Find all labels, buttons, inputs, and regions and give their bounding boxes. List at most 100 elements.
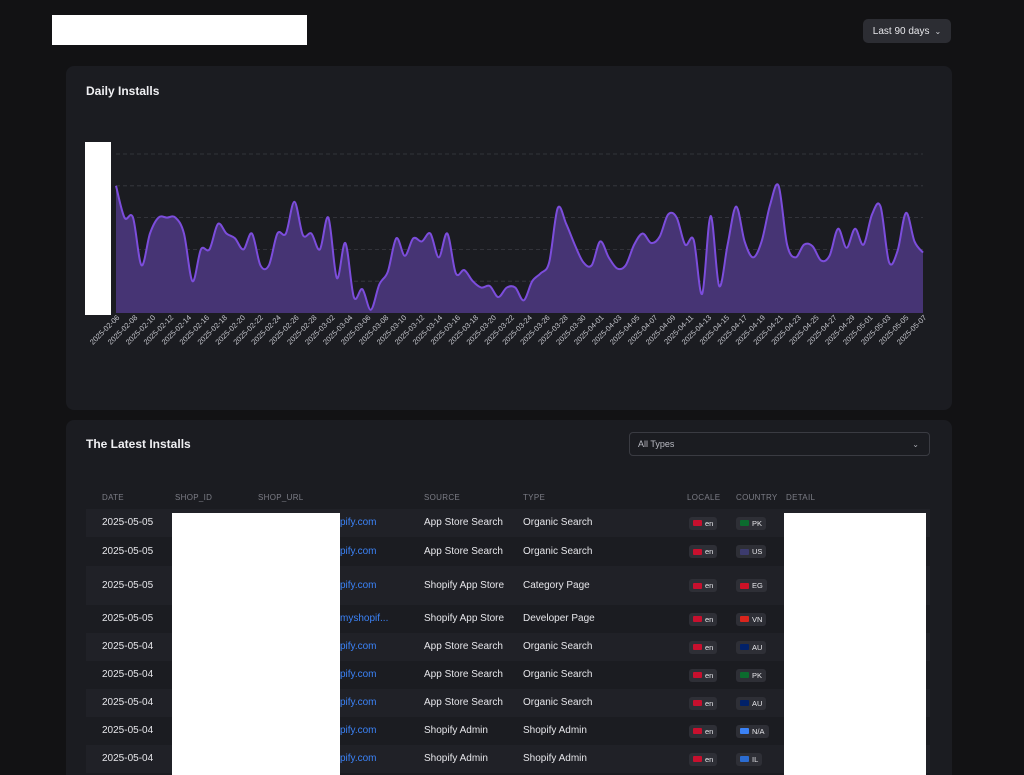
table-title: The Latest Installs <box>86 437 191 451</box>
country-badge: EG <box>736 579 767 592</box>
table-cell-date: 2025-05-05 <box>102 545 154 557</box>
country-badge-label: AU <box>752 642 763 652</box>
country-badge-label: US <box>752 547 763 556</box>
table-cell-shop-url[interactable]: pify.com <box>340 753 377 764</box>
locale-badge: en <box>689 696 718 710</box>
column-header-locale[interactable]: LOCALE <box>687 493 721 502</box>
locale-badge-label: en <box>705 518 714 528</box>
column-header-detail[interactable]: DETAIL <box>786 493 816 502</box>
flag-icon <box>740 548 749 555</box>
redacted-shop-ids <box>172 513 340 775</box>
locale-badge: en <box>689 545 718 558</box>
locale-badge-label: en <box>705 614 714 624</box>
chart-title: Daily Installs <box>86 84 160 98</box>
table-cell-type: Organic Search <box>523 669 593 680</box>
country-badge-label: EG <box>752 581 763 590</box>
table-cell-type: Organic Search <box>523 697 593 708</box>
column-header-country[interactable]: COUNTRY <box>736 493 778 502</box>
country-badge-label: PK <box>752 670 763 680</box>
locale-badge-label: en <box>705 754 714 764</box>
flag-icon <box>740 616 749 622</box>
table-cell-source: Shopify App Store <box>424 613 505 624</box>
table-cell-shop-url[interactable]: pify.com <box>340 641 377 652</box>
flag-icon <box>740 728 749 734</box>
column-header-source[interactable]: SOURCE <box>424 493 461 502</box>
country-badge-label: N/A <box>752 726 765 736</box>
country-badge: PK <box>736 668 767 682</box>
country-badge: AU <box>736 696 767 710</box>
country-badge-label: AU <box>752 698 763 708</box>
flag-icon <box>740 700 749 706</box>
column-header-shop-url[interactable]: SHOP_URL <box>258 493 304 502</box>
locale-badge-label: en <box>705 642 714 652</box>
series-line <box>115 183 924 311</box>
flag-icon <box>693 672 702 678</box>
country-badge: AU <box>736 640 767 654</box>
table-cell-date: 2025-05-04 <box>102 697 154 708</box>
locale-badge: en <box>689 668 718 682</box>
table-cell-source: App Store Search <box>424 517 503 528</box>
locale-badge-label: en <box>705 547 714 556</box>
table-cell-source: Shopify Admin <box>424 753 488 764</box>
locale-badge: en <box>689 640 718 654</box>
locale-badge-label: en <box>705 726 714 736</box>
locale-badge: en <box>689 579 718 592</box>
table-cell-date: 2025-05-04 <box>102 753 154 764</box>
table-cell-source: Shopify Admin <box>424 725 488 736</box>
country-badge: PK <box>736 516 767 530</box>
redacted-details <box>784 513 926 775</box>
flag-icon <box>693 700 702 706</box>
table-cell-shop-url[interactable]: myshopif... <box>340 613 389 624</box>
table-cell-date: 2025-05-05 <box>102 579 154 591</box>
table-cell-shop-url[interactable]: pify.com <box>340 669 377 680</box>
area-fill <box>116 184 923 313</box>
date-range-label: Last 90 days <box>872 25 930 37</box>
table-cell-date: 2025-05-05 <box>102 613 154 624</box>
country-badge-label: VN <box>752 614 763 624</box>
table-cell-date: 2025-05-04 <box>102 725 154 736</box>
country-badge: VN <box>736 612 767 626</box>
table-cell-source: App Store Search <box>424 669 503 680</box>
table-cell-type: Shopify Admin <box>523 725 587 736</box>
table-cell-shop-url[interactable]: pify.com <box>340 545 377 557</box>
date-range-dropdown[interactable]: Last 90 days ⌄ <box>863 19 951 43</box>
flag-icon <box>740 756 749 762</box>
locale-badge: en <box>689 612 718 626</box>
table-cell-shop-url[interactable]: pify.com <box>340 517 377 528</box>
table-cell-shop-url[interactable]: pify.com <box>340 579 377 591</box>
flag-icon <box>740 672 749 678</box>
redacted-logo <box>52 15 307 45</box>
table-cell-shop-url[interactable]: pify.com <box>340 725 377 736</box>
country-badge-label: PK <box>752 518 763 528</box>
flag-icon <box>740 582 749 589</box>
flag-icon <box>693 756 702 762</box>
type-filter-select[interactable]: All Types ⌄ <box>629 432 930 456</box>
column-header-shop-id[interactable]: SHOP_ID <box>175 493 213 502</box>
flag-icon <box>693 582 702 589</box>
locale-badge: en <box>689 752 718 766</box>
chevron-down-icon: ⌄ <box>912 439 919 449</box>
flag-icon <box>693 644 702 650</box>
table-cell-shop-url[interactable]: pify.com <box>340 697 377 708</box>
table-cell-type: Organic Search <box>523 517 593 528</box>
column-header-date[interactable]: DATE <box>102 493 124 502</box>
flag-icon <box>740 520 749 526</box>
flag-icon <box>693 520 702 526</box>
table-cell-date: 2025-05-05 <box>102 517 154 528</box>
type-filter-value: All Types <box>638 439 675 449</box>
flag-icon <box>740 644 749 650</box>
column-header-type[interactable]: TYPE <box>523 493 546 502</box>
country-badge-label: IL <box>752 754 759 764</box>
redacted-y-axis <box>85 142 111 315</box>
country-badge: N/A <box>736 724 769 738</box>
table-cell-type: Organic Search <box>523 641 593 652</box>
flag-icon <box>693 548 702 555</box>
table-cell-source: App Store Search <box>424 545 503 557</box>
country-badge: US <box>736 545 767 558</box>
table-cell-source: Shopify App Store <box>424 579 505 591</box>
flag-icon <box>693 728 702 734</box>
table-cell-source: App Store Search <box>424 697 503 708</box>
locale-badge: en <box>689 516 718 530</box>
table-cell-type: Shopify Admin <box>523 753 587 764</box>
chevron-down-icon: ⌄ <box>934 26 942 36</box>
